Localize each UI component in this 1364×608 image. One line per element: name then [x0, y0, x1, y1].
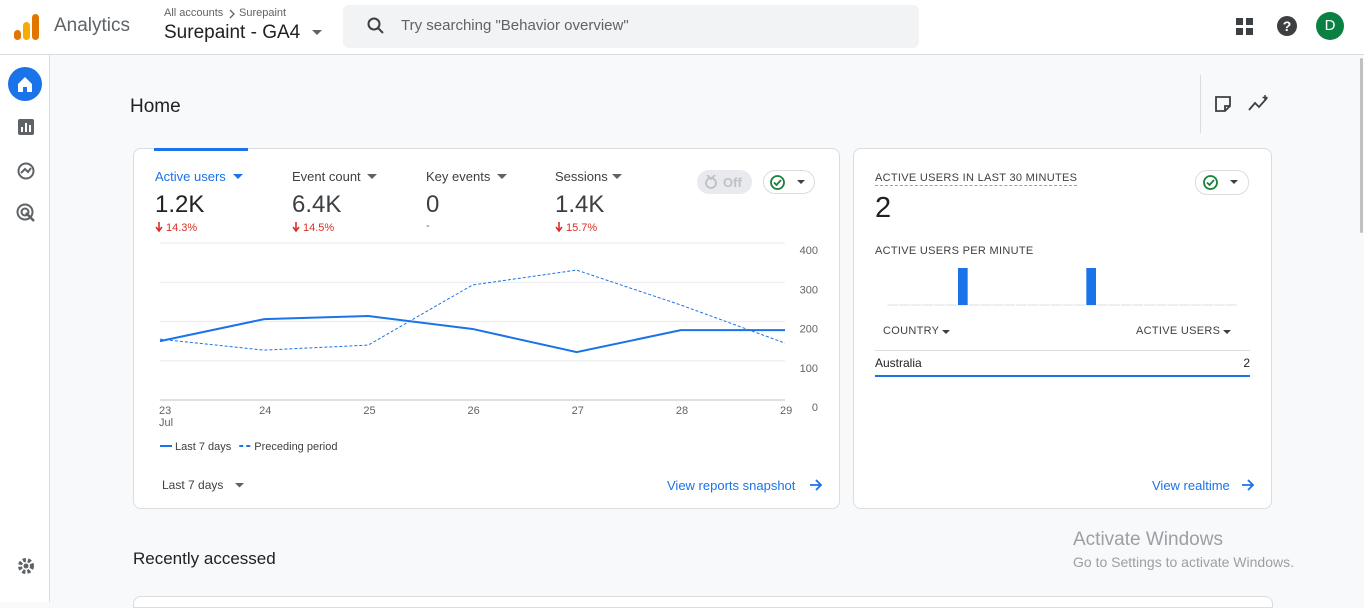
reports-link[interactable]: View reports snapshot: [667, 478, 796, 493]
badge-icon: [705, 175, 717, 189]
overview-card: [133, 148, 840, 509]
realtime-value: 2: [875, 192, 892, 224]
search-box[interactable]: [343, 5, 919, 48]
series-line: [159, 315, 785, 354]
metric-value: 0: [426, 191, 440, 218]
toggle-label[interactable]: Off: [723, 175, 742, 190]
status-button[interactable]: [763, 170, 815, 194]
breadcrumb-root[interactable]: All accounts: [164, 7, 224, 19]
nav-admin[interactable]: [16, 556, 36, 576]
search-icon: [367, 17, 384, 34]
x-month-label: Jul: [159, 417, 173, 429]
recent-card: [133, 596, 1273, 608]
per-minute-title: ACTIVE USERS PER MINUTE: [875, 245, 1034, 257]
table-cell: 2: [1243, 356, 1250, 370]
nav-reports[interactable]: [17, 118, 35, 136]
x-tick-label: 27: [572, 405, 584, 417]
y-tick-label: 100: [800, 363, 818, 375]
notes-icon[interactable]: [1214, 95, 1232, 113]
tab-indicator: [154, 148, 248, 151]
per-minute-chart: [887, 268, 1237, 306]
watermark-text: Go to Settings to activate Windows.: [1073, 554, 1294, 570]
y-tick-label: 200: [800, 324, 818, 336]
x-tick-label: 23: [159, 405, 171, 417]
row-bar: [875, 375, 1250, 377]
date-range[interactable]: Last 7 days: [162, 478, 224, 492]
x-tick-label: 25: [363, 405, 375, 417]
dropdown-icon: [612, 174, 622, 179]
metric-change: 14.5%: [303, 222, 335, 234]
breadcrumb-chevron: [229, 9, 235, 19]
metric-change: 14.3%: [166, 222, 198, 234]
metric-change: -: [426, 220, 430, 232]
metric-tab[interactable]: Sessions: [555, 169, 608, 184]
watermark-title: Activate Windows: [1073, 529, 1223, 550]
logo: [14, 14, 39, 40]
metric-value: 1.4K: [555, 191, 605, 218]
property-selector[interactable]: Surepaint - GA4: [164, 22, 301, 43]
svg-text:?: ?: [1283, 18, 1292, 34]
check-icon: [770, 175, 805, 190]
metric-value: 6.4K: [292, 191, 342, 218]
realtime-link[interactable]: View realtime: [1152, 478, 1230, 493]
check-icon: [1203, 175, 1238, 190]
section-title: Recently accessed: [133, 549, 276, 568]
arrow-icon: [810, 479, 823, 491]
metric-value: 1.2K: [155, 191, 205, 218]
sidebar: [0, 55, 50, 602]
dropdown-icon: [497, 174, 507, 179]
metric-change: 15.7%: [566, 222, 598, 234]
down-arrow: [292, 222, 300, 232]
arrow-icon: [1242, 479, 1255, 491]
realtime-title: ACTIVE USERS IN LAST 30 MINUTES: [875, 172, 1078, 186]
product-name[interactable]: Analytics: [54, 15, 131, 36]
breadcrumb-account[interactable]: Surepaint: [239, 7, 287, 19]
apps-icon[interactable]: [1236, 18, 1254, 36]
dropdown-icon: [233, 174, 243, 179]
x-tick-label: 29: [780, 405, 792, 417]
scrollbar[interactable]: [1360, 58, 1363, 233]
status-button[interactable]: [1195, 170, 1249, 195]
nav-home[interactable]: [8, 67, 42, 101]
metric-tab[interactable]: Event count: [292, 169, 361, 184]
column-header[interactable]: COUNTRY: [883, 325, 940, 337]
bar: [958, 268, 968, 305]
dropdown-icon: [235, 483, 244, 488]
x-tick-label: 26: [468, 405, 480, 417]
legend-label: Last 7 days: [175, 441, 232, 453]
dropdown-icon: [367, 174, 377, 179]
sort-icon: [942, 330, 950, 334]
table-cell: Australia: [875, 356, 922, 370]
legend-label: Preceding period: [254, 441, 337, 453]
divider: [1200, 75, 1201, 133]
nav-explore[interactable]: [16, 161, 36, 181]
sort-icon: [1223, 330, 1231, 334]
realtime-card: [853, 148, 1272, 509]
insights-icon[interactable]: [1248, 95, 1270, 113]
down-arrow: [555, 222, 563, 232]
nav-advertising[interactable]: [16, 203, 36, 223]
y-tick-label: 300: [800, 284, 818, 296]
down-arrow: [155, 222, 163, 232]
help-icon[interactable]: ?: [1277, 16, 1297, 36]
metric-tab[interactable]: Key events: [426, 169, 491, 184]
y-tick-label: 400: [800, 245, 818, 257]
avatar[interactable]: D: [1316, 12, 1344, 40]
search-placeholder[interactable]: Try searching "Behavior overview": [401, 17, 629, 34]
y-tick-label: 0: [812, 402, 818, 414]
column-header[interactable]: ACTIVE USERS: [1136, 325, 1221, 337]
bar: [1086, 268, 1096, 305]
dropdown-icon: [312, 30, 322, 35]
x-tick-label: 28: [676, 405, 688, 417]
table-divider: [875, 350, 1250, 351]
page-title: Home: [130, 96, 181, 117]
x-tick-label: 24: [259, 405, 271, 417]
metric-tab[interactable]: Active users: [155, 169, 226, 184]
